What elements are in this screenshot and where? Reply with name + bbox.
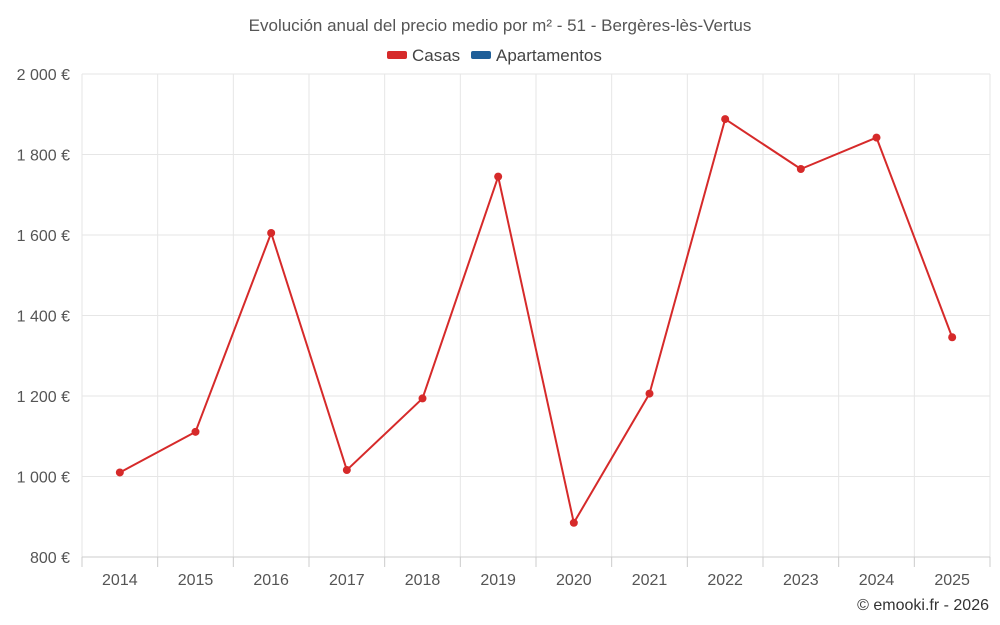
y-tick-label: 1 600 € (17, 228, 70, 245)
y-tick-label: 1 000 € (17, 470, 70, 487)
y-tick-label: 2 000 € (17, 67, 70, 84)
data-point-casas[interactable] (645, 389, 654, 398)
x-tick-label: 2022 (707, 572, 743, 589)
data-point-casas[interactable] (342, 466, 351, 475)
series-layer (115, 115, 957, 527)
data-point-casas[interactable] (796, 164, 805, 173)
y-axis: 800 € 1 000 € 1 200 € 1 400 € 1 600 € 1 800 €… (17, 67, 70, 567)
credit-text: © emooki.fr - 2026 (857, 597, 989, 614)
x-tick-label: 2016 (253, 572, 289, 589)
data-point-casas[interactable] (872, 133, 881, 142)
data-point-casas[interactable] (494, 172, 503, 181)
legend-swatch-casas (387, 51, 407, 59)
x-tick-label: 2015 (178, 572, 214, 589)
y-tick-label: 1 800 € (17, 148, 70, 165)
x-tick-label: 2021 (632, 572, 668, 589)
x-tick-label: 2023 (783, 572, 819, 589)
legend: Casas Apartamentos (387, 46, 602, 65)
x-tick-label: 2018 (405, 572, 441, 589)
legend-label-apartamentos: Apartamentos (496, 46, 602, 65)
x-tick-label: 2025 (934, 572, 970, 589)
grid (81, 73, 991, 557)
series-line-casas (119, 118, 954, 524)
legend-swatch-apartamentos (471, 51, 491, 59)
data-point-casas[interactable] (948, 333, 957, 342)
legend-label-casas: Casas (412, 46, 460, 65)
y-tick-label: 1 200 € (17, 389, 70, 406)
x-tick-label: 2017 (329, 572, 365, 589)
x-tick-label: 2020 (556, 572, 592, 589)
chart-title: Evolución anual del precio medio por m² … (249, 16, 752, 35)
y-tick-label: 1 400 € (17, 309, 70, 326)
x-tick-label: 2019 (480, 572, 516, 589)
data-point-casas[interactable] (418, 394, 427, 403)
x-tick-label: 2014 (102, 572, 138, 589)
legend-item-apartamentos[interactable]: Apartamentos (471, 46, 602, 65)
data-point-casas[interactable] (267, 228, 276, 237)
data-point-casas[interactable] (721, 115, 730, 124)
y-tick-label: 800 € (30, 550, 70, 567)
data-point-casas[interactable] (569, 518, 578, 527)
data-point-casas[interactable] (191, 427, 200, 436)
legend-item-casas[interactable]: Casas (387, 46, 460, 65)
x-axis: 2014 2015 2016 2017 2018 2019 2020 2021 2022 2023… (81, 556, 991, 589)
x-tick-label: 2024 (859, 572, 895, 589)
data-point-casas[interactable] (115, 468, 124, 477)
